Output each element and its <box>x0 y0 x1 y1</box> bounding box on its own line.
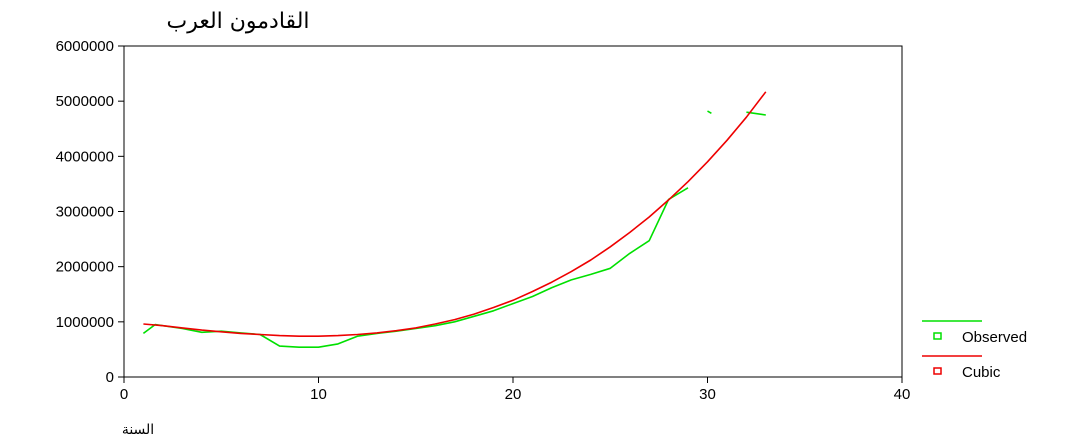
legend-observed-label: Observed <box>962 329 1027 346</box>
y-tick-label: 6000000 <box>56 38 114 55</box>
y-tick-label: 2000000 <box>56 259 114 276</box>
x-axis: 0 10 20 30 40 <box>120 377 911 403</box>
x-tick-label: 20 <box>505 386 522 403</box>
y-tick-label: 1000000 <box>56 314 114 331</box>
y-tick-label: 3000000 <box>56 204 114 221</box>
legend: Observed Cubic <box>922 320 1027 381</box>
x-tick-label: 40 <box>894 386 911 403</box>
series-layer <box>142 91 767 349</box>
y-tick-label: 5000000 <box>56 93 114 110</box>
y-tick-label: 0 <box>106 369 114 386</box>
y-axis: 0 1000000 2000000 3000000 4000000 5000000 6000… <box>56 38 124 386</box>
series-line-observed <box>707 110 712 114</box>
y-tick-label: 4000000 <box>56 148 114 165</box>
x-tick-label: 30 <box>699 386 716 403</box>
series-line-cubic <box>143 91 767 338</box>
legend-observed-marker <box>933 332 942 340</box>
legend-cubic-label: Cubic <box>962 364 1001 381</box>
legend-cubic-marker <box>933 367 942 375</box>
plot-area <box>123 45 903 378</box>
x-axis-title: السنة <box>122 422 154 438</box>
x-tick-label: 10 <box>310 386 327 403</box>
x-tick-label: 0 <box>120 386 128 403</box>
series-line-observed <box>142 187 689 349</box>
chart-title: القادمون العرب <box>166 9 309 34</box>
